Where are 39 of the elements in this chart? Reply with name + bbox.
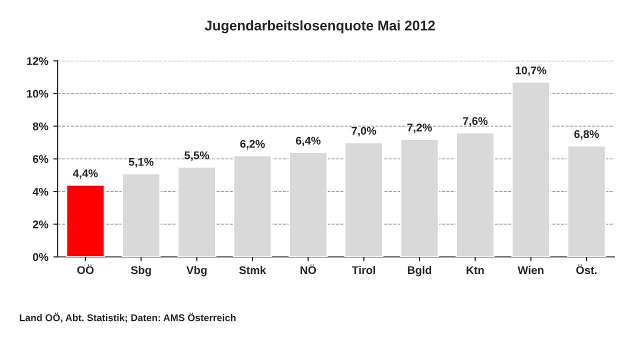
x-tick-label: Sbg: [130, 266, 151, 276]
y-tick-label: 2%: [32, 220, 48, 228]
data-label: 4,4%: [72, 169, 98, 179]
data-label: 7,0%: [352, 126, 376, 136]
x-tick-label: OÖ: [77, 264, 94, 274]
bar: [121, 172, 161, 257]
bar: [344, 142, 384, 257]
x-tick-label: Stmk: [239, 266, 266, 274]
bar: [66, 184, 106, 257]
bar: [400, 138, 440, 257]
text: Land OÖ, Abt. Statistik; Daten: AMS Österreich: [20, 312, 236, 323]
x-tick-label: NÖ: [300, 264, 316, 274]
data-label: 5,1%: [128, 158, 154, 168]
data-label: 5,5%: [184, 151, 210, 161]
data-label: 7,6%: [463, 117, 488, 127]
x-tick-label: Vbg: [186, 266, 207, 276]
bar: [456, 132, 495, 257]
data-label: 6,2%: [240, 140, 265, 150]
x-tick-label: Ktn: [466, 266, 484, 274]
bar: [288, 152, 328, 257]
x-tick-label: Bgld: [408, 266, 432, 276]
y-tick-label: 10%: [27, 90, 48, 98]
x-tick-label: Öst.: [576, 264, 597, 274]
y-tick-label: 6%: [32, 155, 48, 163]
y-tick-label: 4%: [32, 188, 48, 196]
chart-title: Jugendarbeitslosenquote Mai 2012: [204, 20, 435, 34]
x-tick-label: Tirol: [352, 266, 375, 274]
data-label: 10,7%: [516, 66, 546, 76]
y-tick-label: 0%: [32, 253, 48, 262]
bar: [511, 81, 551, 257]
data-label: 6,8%: [574, 130, 599, 140]
x-tick-label: Wien: [518, 266, 544, 274]
bar: [177, 166, 216, 257]
data-label: 7,2%: [407, 124, 432, 134]
bar: [566, 145, 606, 257]
bar: [232, 154, 272, 257]
y-tick-label: 8%: [32, 122, 48, 130]
y-tick-label: 12%: [27, 57, 48, 65]
data-label: 6,4%: [296, 136, 321, 146]
